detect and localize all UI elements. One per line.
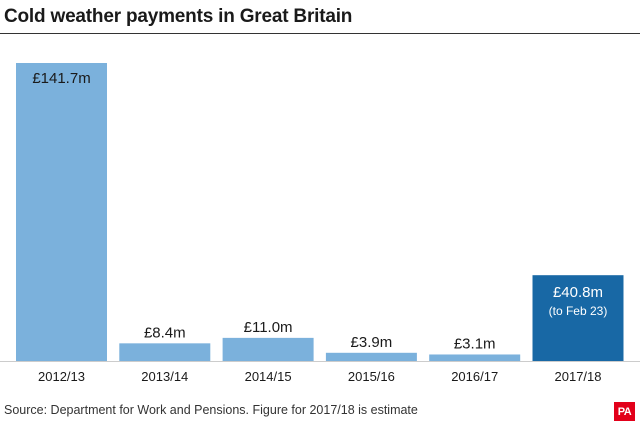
bar [532,275,624,361]
x-tick-label: 2014/15 [245,369,292,384]
data-label: £11.0m [244,319,293,336]
x-tick-label: 2017/18 [555,369,602,384]
bar-chart: £141.7m 2012/13 £8.4m 2013/14 £11.0m 2014/15 £… [0,63,640,384]
source-note: Source: Department for Work and Pensions… [4,403,418,417]
bar [429,354,521,361]
title-divider [0,33,640,34]
bar [222,337,314,361]
data-label: £141.7m [32,70,90,87]
data-label: £40.8m [553,284,603,301]
pa-logo: PA [614,402,635,421]
bar [119,343,211,361]
data-label: £3.1m [454,335,496,352]
data-sub-label: (to Feb 23) [549,304,608,318]
chart-title: Cold weather payments in Great Britain [4,6,353,27]
x-tick-label: 2012/13 [38,369,85,384]
data-label: £8.4m [144,324,186,341]
x-tick-label: 2016/17 [451,369,498,384]
x-tick-label: 2015/16 [348,369,395,384]
data-label: £3.9m [351,334,393,351]
bar [325,352,417,361]
bar [16,63,107,361]
x-tick-label: 2013/14 [141,369,188,384]
